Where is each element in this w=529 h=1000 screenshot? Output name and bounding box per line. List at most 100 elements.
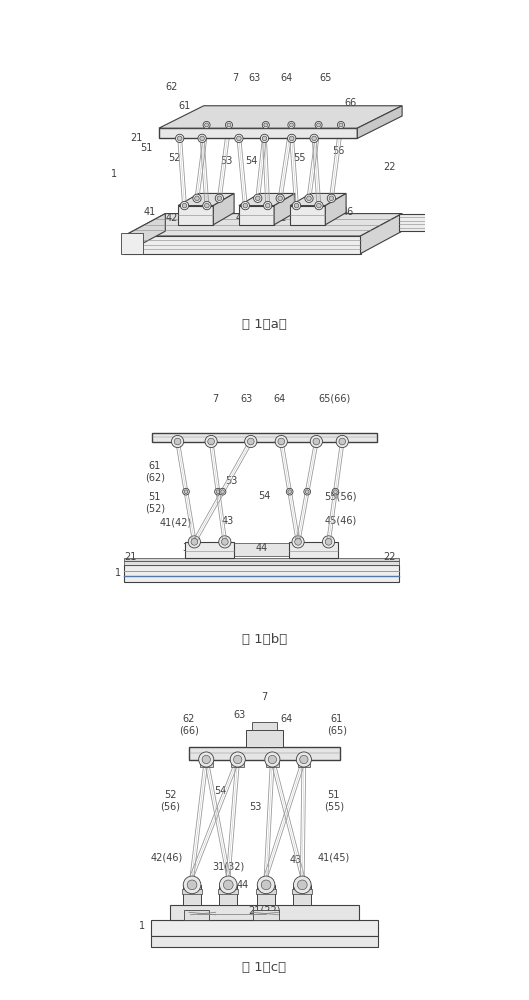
Text: 64: 64 bbox=[273, 394, 286, 404]
Bar bbox=[170, 905, 359, 920]
Bar bbox=[184, 910, 209, 920]
Text: 63: 63 bbox=[233, 710, 245, 720]
Bar bbox=[298, 760, 310, 767]
Circle shape bbox=[294, 203, 299, 208]
Circle shape bbox=[205, 203, 209, 208]
Text: 31: 31 bbox=[185, 213, 197, 223]
Text: 41(42): 41(42) bbox=[160, 517, 192, 527]
Circle shape bbox=[266, 203, 270, 208]
Polygon shape bbox=[274, 193, 295, 225]
Text: 53: 53 bbox=[225, 476, 237, 486]
Polygon shape bbox=[239, 193, 295, 206]
Polygon shape bbox=[290, 193, 346, 206]
Text: 7: 7 bbox=[213, 394, 219, 404]
Circle shape bbox=[220, 876, 237, 894]
Circle shape bbox=[177, 136, 182, 141]
Text: 21(22): 21(22) bbox=[248, 906, 281, 916]
Circle shape bbox=[293, 201, 300, 210]
Circle shape bbox=[183, 488, 189, 495]
Text: 41(45): 41(45) bbox=[318, 852, 350, 862]
Text: 图 1（c）: 图 1（c） bbox=[242, 961, 287, 974]
Text: 43: 43 bbox=[290, 855, 302, 865]
Text: 61
(65): 61 (65) bbox=[327, 714, 347, 736]
Circle shape bbox=[288, 121, 295, 128]
Circle shape bbox=[304, 488, 311, 495]
Circle shape bbox=[215, 488, 221, 495]
Circle shape bbox=[338, 121, 344, 128]
Circle shape bbox=[219, 488, 226, 495]
Circle shape bbox=[315, 121, 322, 128]
Circle shape bbox=[312, 136, 316, 141]
Circle shape bbox=[205, 435, 217, 448]
Text: 31(32): 31(32) bbox=[212, 862, 244, 872]
Circle shape bbox=[263, 201, 272, 210]
Circle shape bbox=[248, 438, 254, 445]
Circle shape bbox=[225, 121, 233, 128]
Circle shape bbox=[275, 435, 287, 448]
Circle shape bbox=[221, 490, 224, 494]
Circle shape bbox=[292, 536, 304, 548]
Text: 21: 21 bbox=[124, 552, 136, 562]
Text: 54: 54 bbox=[258, 491, 271, 501]
Polygon shape bbox=[124, 214, 402, 236]
Text: 61
(62): 61 (62) bbox=[145, 461, 165, 483]
Text: 图 1（a）: 图 1（a） bbox=[242, 318, 287, 330]
Text: 54: 54 bbox=[245, 156, 258, 166]
Bar bbox=[220, 885, 237, 905]
Circle shape bbox=[336, 435, 349, 448]
Circle shape bbox=[268, 755, 277, 764]
Text: 62
(66): 62 (66) bbox=[179, 714, 199, 736]
Bar bbox=[289, 542, 338, 558]
Circle shape bbox=[323, 536, 335, 548]
Text: 42: 42 bbox=[166, 213, 178, 223]
Circle shape bbox=[184, 490, 188, 494]
Circle shape bbox=[219, 536, 231, 548]
Text: 65(66): 65(66) bbox=[318, 394, 351, 404]
Text: 45: 45 bbox=[313, 213, 325, 223]
Circle shape bbox=[278, 196, 282, 201]
Circle shape bbox=[203, 201, 211, 210]
Circle shape bbox=[199, 752, 214, 767]
Bar bbox=[257, 885, 275, 905]
Circle shape bbox=[227, 123, 231, 127]
Circle shape bbox=[203, 121, 210, 128]
Bar bbox=[124, 565, 399, 582]
Circle shape bbox=[327, 194, 335, 202]
Text: 53: 53 bbox=[220, 156, 232, 166]
Text: 图 1（b）: 图 1（b） bbox=[242, 633, 287, 646]
Circle shape bbox=[198, 134, 206, 143]
Text: 1: 1 bbox=[111, 169, 117, 179]
Polygon shape bbox=[159, 128, 357, 138]
Polygon shape bbox=[213, 193, 234, 225]
Circle shape bbox=[317, 203, 321, 208]
Circle shape bbox=[260, 134, 269, 143]
Text: 7: 7 bbox=[233, 73, 239, 83]
Circle shape bbox=[230, 752, 245, 767]
Polygon shape bbox=[399, 214, 431, 231]
Text: 45(46): 45(46) bbox=[325, 516, 357, 526]
Circle shape bbox=[296, 752, 312, 767]
Text: 64: 64 bbox=[281, 73, 293, 83]
Bar bbox=[234, 543, 289, 556]
Text: 42(46): 42(46) bbox=[151, 852, 183, 862]
Circle shape bbox=[208, 438, 214, 445]
Circle shape bbox=[265, 752, 280, 767]
Text: 31: 31 bbox=[182, 543, 194, 553]
Bar bbox=[200, 760, 213, 767]
Circle shape bbox=[245, 435, 257, 448]
Text: 51
(52): 51 (52) bbox=[144, 492, 165, 513]
Polygon shape bbox=[357, 106, 402, 138]
Text: 62: 62 bbox=[166, 82, 178, 92]
Text: 1: 1 bbox=[115, 568, 121, 578]
Circle shape bbox=[286, 488, 293, 495]
Circle shape bbox=[215, 194, 224, 202]
Circle shape bbox=[339, 438, 345, 445]
Circle shape bbox=[300, 755, 308, 764]
Text: 63: 63 bbox=[240, 394, 252, 404]
Polygon shape bbox=[290, 206, 325, 225]
Text: 52
(56): 52 (56) bbox=[160, 790, 180, 811]
Circle shape bbox=[195, 196, 199, 201]
Text: 63: 63 bbox=[249, 73, 261, 83]
Circle shape bbox=[182, 203, 187, 208]
Bar bbox=[256, 889, 276, 894]
